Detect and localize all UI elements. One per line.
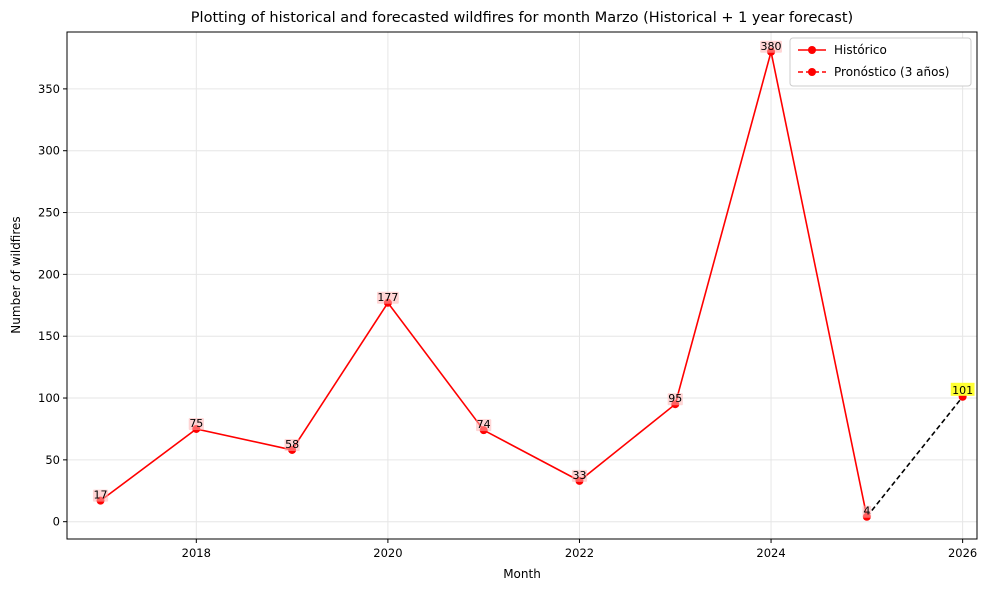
legend-forecast-label: Pronóstico (3 años) bbox=[834, 65, 949, 79]
y-tick-label: 300 bbox=[38, 144, 60, 158]
chart-title: Plotting of historical and forecasted wi… bbox=[191, 10, 853, 26]
axes: 2018 2020 2022 2024 2026 0 50 100 150 200 250 300 35… bbox=[38, 31, 978, 560]
forecast-data-label: 101 bbox=[952, 384, 973, 397]
y-tick-label: 50 bbox=[45, 453, 60, 467]
data-label-bg bbox=[760, 40, 782, 53]
data-label-bg bbox=[188, 417, 204, 430]
y-tick-label: 150 bbox=[38, 329, 60, 343]
forecast-line bbox=[866, 396, 964, 518]
x-tick-label: 2024 bbox=[756, 546, 785, 560]
data-labels: 17 75 58 177 74 33 95 380 4 101 bbox=[92, 40, 975, 518]
y-tick-label: 350 bbox=[38, 82, 60, 96]
plot-frame bbox=[66, 31, 978, 540]
data-label: 17 bbox=[94, 489, 108, 502]
y-tick-label: 200 bbox=[38, 267, 60, 281]
x-tick-label: 2022 bbox=[565, 546, 594, 560]
data-label: 75 bbox=[189, 417, 203, 430]
y-tick-label: 100 bbox=[38, 391, 60, 405]
data-label-bg bbox=[476, 419, 492, 432]
data-label-bg bbox=[667, 393, 683, 406]
data-label-bg bbox=[571, 469, 588, 482]
data-label-bg bbox=[92, 489, 109, 502]
data-label-bg bbox=[862, 505, 872, 518]
data-label: 33 bbox=[572, 469, 586, 482]
data-label-bg bbox=[376, 291, 399, 304]
data-label: 380 bbox=[761, 40, 782, 53]
x-tick-label: 2020 bbox=[373, 546, 402, 560]
legend-historical-label: Histórico bbox=[834, 43, 887, 57]
x-tick-label: 2026 bbox=[948, 546, 977, 560]
legend-historical-marker bbox=[808, 46, 816, 54]
legend-forecast-marker bbox=[808, 68, 816, 76]
grid bbox=[67, 32, 977, 539]
legend: Histórico Pronóstico (3 años) bbox=[789, 37, 972, 87]
data-label: 58 bbox=[285, 438, 299, 451]
forecast-label-bg bbox=[950, 382, 975, 396]
x-axis-label: Month bbox=[503, 567, 541, 581]
y-tick-label: 0 bbox=[53, 515, 60, 529]
data-label: 177 bbox=[377, 291, 398, 304]
data-label: 4 bbox=[863, 505, 870, 518]
y-axis-label: Number of wildfires bbox=[9, 216, 23, 333]
data-label: 95 bbox=[668, 392, 682, 405]
y-tick-label: 250 bbox=[38, 206, 60, 220]
legend-box bbox=[789, 37, 972, 87]
data-label-bg bbox=[284, 438, 300, 451]
data-label: 74 bbox=[477, 418, 491, 431]
x-tick-label: 2018 bbox=[182, 546, 211, 560]
